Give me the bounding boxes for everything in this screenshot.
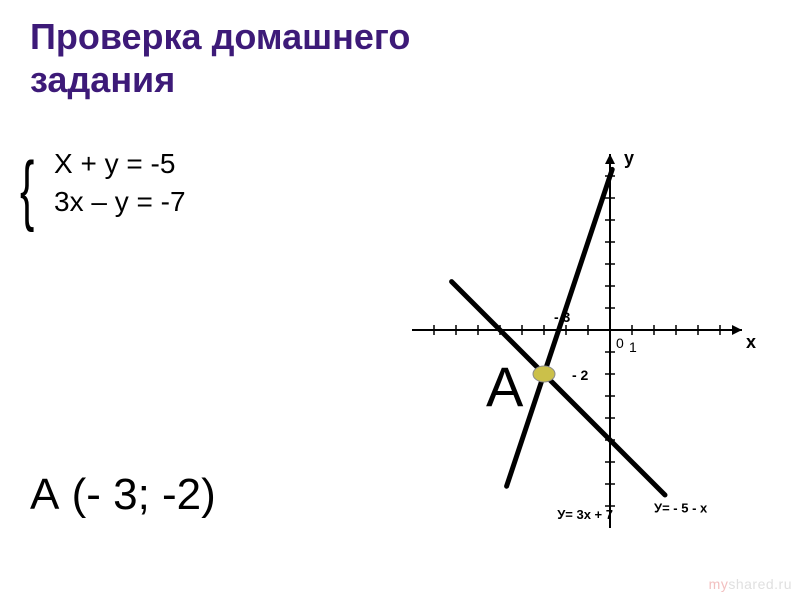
title-line-2: задания (30, 58, 410, 101)
one-label: 1 (629, 339, 637, 355)
tick-label: - 2 (572, 367, 589, 383)
watermark-rest: shared.ru (728, 576, 792, 592)
watermark-prefix: my (709, 576, 729, 592)
line-equation-label: У= 3x + 7 (557, 507, 613, 522)
slide-title: Проверка домашнего задания (30, 15, 410, 101)
coordinate-plot: ху01- 3- 2У= 3x + 7У= - 5 - x (360, 130, 780, 560)
title-line-1: Проверка домашнего (30, 15, 410, 58)
x-axis-arrow (732, 325, 742, 335)
intersection-marker (533, 366, 555, 382)
equation-1: X + y = -5 (54, 145, 186, 183)
equation-system: X + y = -5 3x – y = -7 (54, 145, 186, 221)
watermark: myshared.ru (709, 576, 792, 592)
answer-point: А (- 3; -2) (30, 470, 216, 520)
x-axis-label: х (746, 332, 756, 352)
system-brace: { (20, 150, 34, 228)
line-equation-label: У= - 5 - x (654, 501, 708, 516)
origin-label: 0 (616, 335, 624, 351)
point-a-label: А (486, 354, 523, 419)
y-axis-label: у (624, 148, 634, 168)
y-axis-arrow (605, 154, 615, 164)
equation-2: 3x – y = -7 (54, 183, 186, 221)
